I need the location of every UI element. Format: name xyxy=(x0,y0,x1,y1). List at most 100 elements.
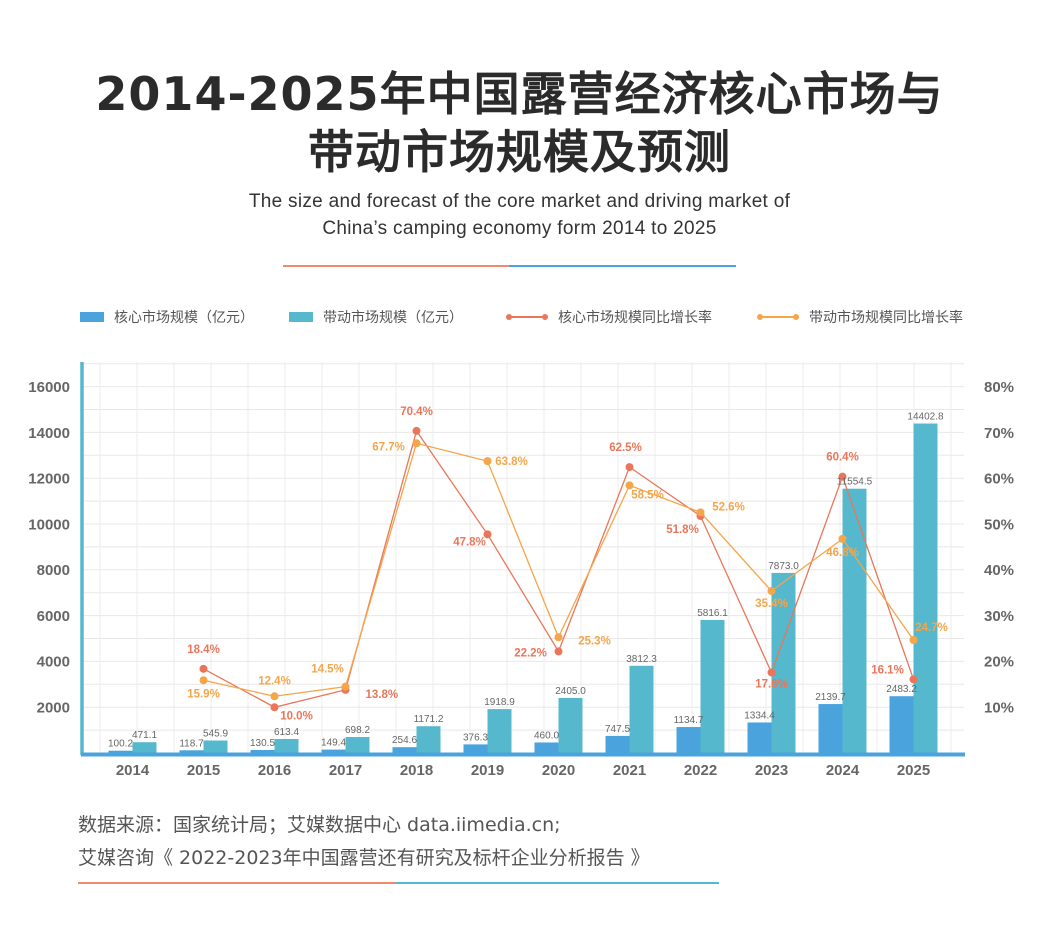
legend-item-driving-market[interactable]: 带动市场规模（亿元） xyxy=(289,306,463,328)
legend-item-driving-growth[interactable]: 带动市场规模同比增长率 xyxy=(757,306,963,328)
bar-label-core-2019: 376.3 xyxy=(463,732,488,743)
bar-driving-2014 xyxy=(132,742,157,753)
growth-point-core-2015 xyxy=(199,664,208,673)
bar-core-2018 xyxy=(392,747,417,753)
growth-point-core-2018 xyxy=(412,426,421,435)
bar-label-driving-2022: 5816.1 xyxy=(697,608,728,619)
bar-label-driving-2025: 14402.8 xyxy=(907,412,944,423)
bar-label-core-2016: 130.5 xyxy=(250,738,275,749)
header-rule-right xyxy=(509,265,736,267)
growth-label-core-2016: 10.0% xyxy=(280,710,313,722)
growth-point-driving-2023 xyxy=(767,587,776,596)
chart-subtitle-line2: China’s camping economy form 2014 to 202… xyxy=(322,218,717,239)
legend-swatch-driving-bar xyxy=(289,312,313,322)
header-rule-left xyxy=(283,265,509,267)
growth-line-core xyxy=(203,429,915,708)
legend-label: 核心市场规模（亿元） xyxy=(114,310,254,326)
x-tick-2025: 2025 xyxy=(897,762,930,779)
x-tick-2017: 2017 xyxy=(329,762,362,779)
bars xyxy=(108,423,938,753)
growth-point-core-2019 xyxy=(483,530,492,539)
bar-label-driving-2024: 11554.5 xyxy=(837,477,873,488)
growth-label-driving-2015: 15.9% xyxy=(187,688,220,700)
y-tick-12000: 12000 xyxy=(28,471,70,488)
footer-rule-left xyxy=(78,882,396,884)
bar-label-core-2015: 118.7 xyxy=(179,738,204,749)
grid-lines xyxy=(82,362,964,754)
bar-label-driving-2021: 3812.3 xyxy=(626,654,657,665)
growth-point-core-2021 xyxy=(625,463,634,472)
legend-item-core-growth[interactable]: 核心市场规模同比增长率 xyxy=(506,306,712,328)
chart-title-line1: 2014-2025年中国露营经济核心市场与 xyxy=(95,67,944,121)
y-tick-14000: 14000 xyxy=(28,425,70,442)
x-tick-2019: 2019 xyxy=(471,762,504,779)
bar-label-core-2025: 2483.2 xyxy=(886,684,917,695)
bar-core-2023 xyxy=(747,722,772,753)
legend-item-core-market[interactable]: 核心市场规模（亿元） xyxy=(80,306,254,328)
bar-core-2019 xyxy=(463,744,488,753)
x-tick-2022: 2022 xyxy=(684,762,717,779)
bar-core-2020 xyxy=(534,742,559,753)
growth-point-driving-2019 xyxy=(483,457,492,466)
source-line1: 数据来源：国家统计局；艾媒数据中心 data.iimedia.cn; xyxy=(78,814,561,836)
legend-label: 带动市场规模（亿元） xyxy=(323,310,463,326)
growth-lines xyxy=(199,426,918,712)
chart-legend: 核心市场规模（亿元） 带动市场规模（亿元） 核心市场规模同比增长率 带动市场规模… xyxy=(0,306,1039,330)
bar-driving-2017 xyxy=(345,737,370,753)
bar-label-core-2018: 254.6 xyxy=(392,735,417,746)
x-tick-2015: 2015 xyxy=(187,762,220,779)
bar-label-core-2021: 747.5 xyxy=(605,724,630,735)
growth-label-core-2017: 13.8% xyxy=(366,689,399,701)
bar-driving-2018 xyxy=(416,726,441,753)
y2-tick-60%: 60% xyxy=(984,471,1014,488)
y2-tick-50%: 50% xyxy=(984,516,1014,533)
x-tick-2020: 2020 xyxy=(542,762,575,779)
legend-label: 核心市场规模同比增长率 xyxy=(558,310,712,326)
growth-label-driving-2025: 24.7% xyxy=(915,622,948,634)
bar-core-2021 xyxy=(605,735,630,753)
x-tick-2021: 2021 xyxy=(613,762,646,779)
y2-tick-40%: 40% xyxy=(984,562,1014,579)
bar-core-2014 xyxy=(108,750,133,753)
growth-label-driving-2019: 63.8% xyxy=(495,456,528,468)
growth-label-driving-2022: 52.6% xyxy=(712,501,745,513)
chart-subtitle-line1: The size and forecast of the core market… xyxy=(248,191,791,212)
bar-driving-2022 xyxy=(700,619,725,753)
y-tick-4000: 4000 xyxy=(37,654,70,671)
bar-core-2015 xyxy=(179,750,204,753)
growth-label-driving-2023: 35.4% xyxy=(755,598,788,610)
growth-label-core-2023: 17.6% xyxy=(755,678,788,690)
growth-label-core-2022: 51.8% xyxy=(666,524,699,536)
bar-driving-2016 xyxy=(274,738,299,753)
y-tick-2000: 2000 xyxy=(37,699,70,716)
source-line2: 艾媒咨询《 2022-2023年中国露营还有研究及标杆企业分析报告 》 xyxy=(78,847,650,869)
chart-title-line2: 带动市场规模及预测 xyxy=(308,125,731,179)
x-tick-2018: 2018 xyxy=(400,762,433,779)
growth-label-driving-2021: 58.5% xyxy=(631,489,664,501)
y-tick-6000: 6000 xyxy=(37,608,70,625)
bar-label-driving-2016: 613.4 xyxy=(274,727,299,738)
growth-label-core-2015: 18.4% xyxy=(187,644,220,656)
bar-driving-2021 xyxy=(629,665,654,753)
growth-point-core-2023 xyxy=(767,668,776,677)
tick-labels: 2000 4000 6000 8000 10000 12000 14000 16000 10% 2… xyxy=(28,379,1014,779)
bar-driving-2020 xyxy=(558,697,583,753)
growth-label-driving-2016: 12.4% xyxy=(258,675,291,687)
growth-point-driving-2022 xyxy=(696,508,705,517)
x-tick-2023: 2023 xyxy=(755,762,788,779)
growth-point-driving-2021 xyxy=(625,481,634,490)
bar-driving-2025 xyxy=(913,423,938,753)
growth-point-driving-2015 xyxy=(199,676,208,685)
growth-label-core-2019: 47.8% xyxy=(453,536,486,548)
bar-label-core-2014: 100.2 xyxy=(108,739,133,750)
bar-driving-2024 xyxy=(842,488,867,753)
growth-label-core-2020: 22.2% xyxy=(514,647,547,659)
bar-label-driving-2020: 2405.0 xyxy=(555,686,586,697)
growth-point-core-2020 xyxy=(554,647,563,656)
growth-point-driving-2025 xyxy=(909,635,918,644)
growth-point-driving-2016 xyxy=(270,692,279,701)
y-tick-16000: 16000 xyxy=(28,379,70,396)
growth-point-driving-2024 xyxy=(838,534,847,543)
